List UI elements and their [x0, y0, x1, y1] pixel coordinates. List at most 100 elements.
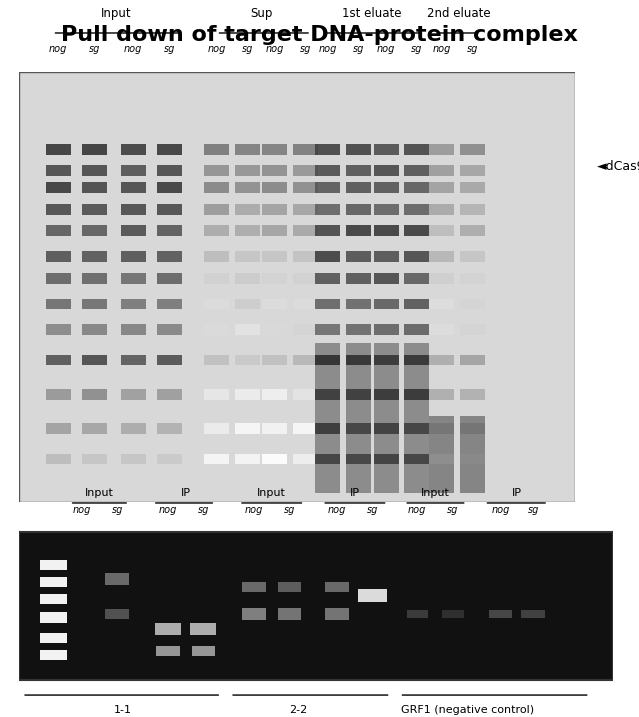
- FancyBboxPatch shape: [45, 389, 70, 400]
- FancyBboxPatch shape: [121, 183, 146, 194]
- FancyBboxPatch shape: [190, 624, 217, 635]
- FancyBboxPatch shape: [278, 582, 302, 592]
- FancyBboxPatch shape: [235, 423, 259, 435]
- FancyBboxPatch shape: [293, 389, 318, 400]
- FancyBboxPatch shape: [429, 454, 454, 465]
- FancyBboxPatch shape: [45, 324, 70, 336]
- Text: Input: Input: [258, 488, 286, 498]
- Text: sg: sg: [466, 44, 478, 54]
- FancyBboxPatch shape: [459, 225, 485, 237]
- FancyBboxPatch shape: [263, 324, 288, 336]
- FancyBboxPatch shape: [406, 610, 428, 618]
- Text: nog: nog: [207, 44, 226, 54]
- FancyBboxPatch shape: [325, 608, 349, 620]
- FancyBboxPatch shape: [157, 423, 181, 435]
- FancyBboxPatch shape: [263, 225, 288, 237]
- FancyBboxPatch shape: [192, 646, 215, 656]
- FancyBboxPatch shape: [204, 143, 229, 155]
- Text: nog: nog: [328, 505, 346, 515]
- FancyBboxPatch shape: [459, 389, 485, 400]
- FancyBboxPatch shape: [293, 272, 318, 284]
- FancyBboxPatch shape: [346, 454, 371, 465]
- FancyBboxPatch shape: [121, 355, 146, 366]
- Text: nog: nog: [158, 505, 177, 515]
- FancyBboxPatch shape: [157, 143, 181, 155]
- FancyBboxPatch shape: [157, 183, 181, 194]
- FancyBboxPatch shape: [45, 272, 70, 284]
- FancyBboxPatch shape: [459, 204, 485, 215]
- FancyBboxPatch shape: [278, 608, 302, 620]
- FancyBboxPatch shape: [404, 166, 429, 176]
- FancyBboxPatch shape: [374, 324, 399, 336]
- FancyBboxPatch shape: [315, 143, 340, 155]
- Text: sg: sg: [447, 505, 459, 515]
- FancyBboxPatch shape: [346, 343, 371, 493]
- FancyBboxPatch shape: [235, 225, 259, 237]
- FancyBboxPatch shape: [121, 204, 146, 215]
- FancyBboxPatch shape: [404, 298, 429, 310]
- FancyBboxPatch shape: [404, 355, 429, 366]
- FancyBboxPatch shape: [346, 298, 371, 310]
- FancyBboxPatch shape: [404, 183, 429, 194]
- FancyBboxPatch shape: [235, 183, 259, 194]
- FancyBboxPatch shape: [82, 183, 107, 194]
- FancyBboxPatch shape: [315, 355, 340, 366]
- Text: sg: sg: [300, 44, 311, 54]
- FancyBboxPatch shape: [374, 204, 399, 215]
- FancyBboxPatch shape: [40, 594, 66, 604]
- FancyBboxPatch shape: [40, 577, 66, 587]
- FancyBboxPatch shape: [105, 573, 129, 584]
- FancyBboxPatch shape: [293, 225, 318, 237]
- FancyBboxPatch shape: [121, 225, 146, 237]
- FancyBboxPatch shape: [157, 225, 181, 237]
- FancyBboxPatch shape: [315, 252, 340, 262]
- FancyBboxPatch shape: [459, 324, 485, 336]
- FancyBboxPatch shape: [325, 582, 349, 592]
- FancyBboxPatch shape: [45, 204, 70, 215]
- FancyBboxPatch shape: [404, 272, 429, 284]
- FancyBboxPatch shape: [521, 610, 545, 618]
- FancyBboxPatch shape: [346, 225, 371, 237]
- FancyBboxPatch shape: [157, 355, 181, 366]
- FancyBboxPatch shape: [459, 143, 485, 155]
- Text: nog: nog: [318, 44, 337, 54]
- FancyBboxPatch shape: [293, 454, 318, 465]
- FancyBboxPatch shape: [459, 272, 485, 284]
- FancyBboxPatch shape: [204, 225, 229, 237]
- Text: nog: nog: [377, 44, 396, 54]
- Text: sg: sg: [367, 505, 378, 515]
- Text: nog: nog: [72, 505, 91, 515]
- FancyBboxPatch shape: [374, 343, 399, 493]
- FancyBboxPatch shape: [293, 166, 318, 176]
- FancyBboxPatch shape: [429, 225, 454, 237]
- FancyBboxPatch shape: [40, 650, 66, 660]
- FancyBboxPatch shape: [374, 389, 399, 400]
- Text: nog: nog: [433, 44, 451, 54]
- FancyBboxPatch shape: [404, 204, 429, 215]
- FancyBboxPatch shape: [204, 389, 229, 400]
- Text: Sup: Sup: [250, 7, 272, 20]
- FancyBboxPatch shape: [82, 143, 107, 155]
- FancyBboxPatch shape: [293, 423, 318, 435]
- FancyBboxPatch shape: [204, 298, 229, 310]
- FancyBboxPatch shape: [235, 252, 259, 262]
- FancyBboxPatch shape: [346, 252, 371, 262]
- FancyBboxPatch shape: [45, 423, 70, 435]
- FancyBboxPatch shape: [293, 355, 318, 366]
- FancyBboxPatch shape: [429, 324, 454, 336]
- FancyBboxPatch shape: [346, 183, 371, 194]
- FancyBboxPatch shape: [235, 272, 259, 284]
- FancyBboxPatch shape: [293, 252, 318, 262]
- FancyBboxPatch shape: [82, 454, 107, 465]
- Text: nog: nog: [408, 505, 426, 515]
- FancyBboxPatch shape: [204, 423, 229, 435]
- FancyBboxPatch shape: [315, 389, 340, 400]
- Text: 1-1: 1-1: [114, 706, 132, 715]
- FancyBboxPatch shape: [315, 225, 340, 237]
- Text: ◄dCas9: ◄dCas9: [597, 160, 639, 173]
- FancyBboxPatch shape: [263, 143, 288, 155]
- FancyBboxPatch shape: [404, 225, 429, 237]
- FancyBboxPatch shape: [429, 298, 454, 310]
- FancyBboxPatch shape: [242, 582, 266, 592]
- FancyBboxPatch shape: [315, 298, 340, 310]
